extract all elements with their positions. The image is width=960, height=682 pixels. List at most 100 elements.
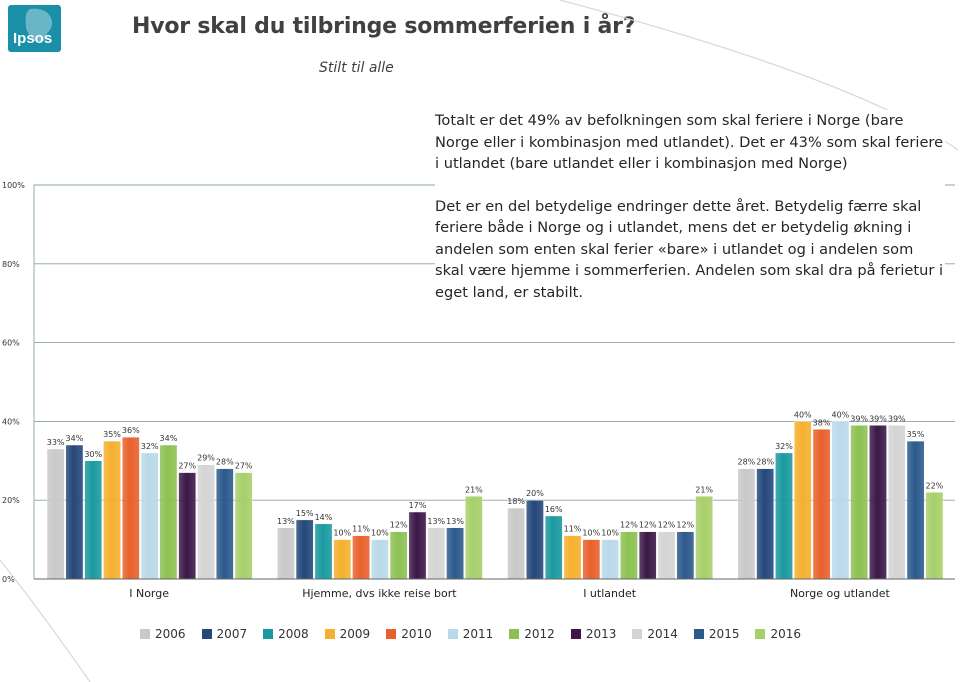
legend-swatch bbox=[755, 629, 766, 639]
bar-value-label: 13% bbox=[446, 517, 464, 526]
bar-value-label: 34% bbox=[66, 434, 84, 443]
y-tick-label: 60% bbox=[2, 339, 20, 348]
commentary-paragraph-2: Det er en del betydelige endringer dette… bbox=[435, 197, 944, 301]
bar-2010 bbox=[582, 539, 601, 580]
bar-value-label: 35% bbox=[907, 430, 925, 439]
commentary-paragraph-1: Totalt er det 49% av befolkningen som sk… bbox=[435, 112, 944, 172]
chart-legend: 2006 2007 2008 2009 2010 2011 2012 2013 2014 2015… bbox=[140, 627, 817, 641]
bar-value-label: 33% bbox=[47, 438, 65, 447]
legend-swatch bbox=[570, 629, 581, 639]
bar-2008 bbox=[314, 523, 333, 580]
bar-2014 bbox=[427, 527, 446, 580]
bar-value-label: 29% bbox=[197, 454, 215, 463]
bar-value-label: 40% bbox=[794, 410, 812, 419]
bar-value-label: 10% bbox=[333, 529, 351, 538]
bar-2016 bbox=[234, 472, 253, 580]
legend-label: 2010 bbox=[401, 627, 432, 641]
bar-value-label: 17% bbox=[409, 501, 427, 510]
bar-2006 bbox=[737, 468, 756, 580]
bar-value-label: 10% bbox=[371, 529, 389, 538]
bar-2007 bbox=[526, 500, 544, 580]
bar-value-label: 11% bbox=[564, 525, 582, 534]
legend-swatch bbox=[693, 629, 704, 639]
bar-2016 bbox=[925, 492, 944, 580]
legend-swatch bbox=[263, 629, 274, 639]
bar-value-label: 39% bbox=[850, 414, 868, 423]
legend-swatch bbox=[447, 629, 458, 639]
legend-label: 2007 bbox=[216, 627, 248, 641]
bar-2015 bbox=[446, 527, 464, 580]
bar-2012 bbox=[620, 531, 638, 580]
bar-value-label: 10% bbox=[582, 529, 600, 538]
bar-2007 bbox=[65, 444, 84, 580]
bar-2009 bbox=[333, 539, 352, 580]
bar-2015 bbox=[906, 440, 925, 580]
bar-value-label: 12% bbox=[658, 521, 676, 530]
bar-value-label: 34% bbox=[160, 434, 178, 443]
x-category-label: I utlandet bbox=[583, 587, 637, 600]
bar-2010 bbox=[122, 436, 140, 580]
legend-item-2013: 2013 bbox=[570, 627, 617, 641]
x-category-label: Hjemme, dvs ikke reise bort bbox=[302, 587, 457, 600]
bar-2006 bbox=[277, 527, 295, 580]
bar-2014 bbox=[657, 531, 676, 580]
legend-item-2008: 2008 bbox=[263, 627, 309, 641]
x-category-label: I Norge bbox=[129, 587, 169, 600]
commentary-box: Totalt er det 49% av befolkningen som sk… bbox=[435, 110, 945, 303]
x-category-label: Norge og utlandet bbox=[790, 587, 891, 600]
legend-label: 2011 bbox=[462, 627, 494, 641]
bar-2016 bbox=[695, 496, 713, 580]
bar-2012 bbox=[159, 444, 178, 580]
bar-2011 bbox=[371, 539, 389, 580]
bar-value-label: 30% bbox=[84, 450, 102, 459]
legend-swatch bbox=[324, 629, 335, 639]
chart-data-labels: 33% 34%30%35% 36%32%34%27%29% 28% 27%13%15% 1… bbox=[47, 410, 944, 537]
legend-item-2015: 2015 bbox=[693, 627, 739, 641]
legend-label: 2012 bbox=[524, 627, 555, 641]
bar-value-label: 12% bbox=[639, 521, 657, 530]
bar-2013 bbox=[178, 472, 197, 580]
legend-item-2010: 2010 bbox=[386, 627, 432, 641]
bar-2008 bbox=[775, 452, 793, 580]
bar-2015 bbox=[676, 531, 695, 580]
bar-value-label: 39% bbox=[888, 414, 906, 423]
bar-2011 bbox=[140, 452, 159, 580]
bar-2007 bbox=[756, 468, 774, 580]
bar-2014 bbox=[887, 425, 906, 580]
bar-2015 bbox=[216, 468, 234, 580]
legend-label: 2008 bbox=[278, 627, 309, 641]
bar-2009 bbox=[103, 440, 121, 580]
legend-label: 2016 bbox=[770, 627, 802, 641]
bar-value-label: 16% bbox=[545, 505, 563, 514]
bar-2013 bbox=[638, 531, 657, 580]
bar-2006 bbox=[507, 507, 525, 580]
bar-2012 bbox=[389, 531, 408, 580]
bar-value-label: 13% bbox=[277, 517, 295, 526]
bar-value-label: 27% bbox=[235, 462, 253, 471]
page-subtitle: Stilt til alle bbox=[319, 60, 394, 76]
bar-value-label: 11% bbox=[352, 525, 370, 534]
legend-swatch bbox=[140, 629, 150, 639]
bar-value-label: 18% bbox=[507, 497, 525, 506]
bar-value-label: 14% bbox=[315, 513, 333, 522]
bar-value-label: 35% bbox=[103, 430, 121, 439]
bar-value-label: 28% bbox=[216, 458, 234, 467]
bar-value-label: 27% bbox=[178, 462, 196, 471]
bar-2010 bbox=[812, 429, 831, 580]
bar-2007 bbox=[295, 519, 314, 580]
legend-label: 2013 bbox=[585, 627, 617, 641]
ipsos-logo: Ipsos bbox=[8, 5, 61, 52]
bar-2010 bbox=[352, 535, 370, 580]
logo-text: Ipsos bbox=[13, 30, 53, 47]
bar-value-label: 32% bbox=[141, 442, 159, 451]
legend-item-2006: 2006 bbox=[140, 627, 186, 641]
bar-value-label: 32% bbox=[775, 442, 793, 451]
bar-value-label: 20% bbox=[526, 489, 544, 498]
chart-axis: 0% 20% 40% 60% 80% 100% I Norge Hjemme, dvs ikk… bbox=[2, 181, 955, 600]
legend-label: 2006 bbox=[155, 627, 186, 641]
bar-value-label: 36% bbox=[122, 426, 140, 435]
bar-2008 bbox=[84, 460, 103, 580]
y-tick-label: 80% bbox=[2, 260, 20, 269]
bar-value-label: 28% bbox=[737, 458, 755, 467]
